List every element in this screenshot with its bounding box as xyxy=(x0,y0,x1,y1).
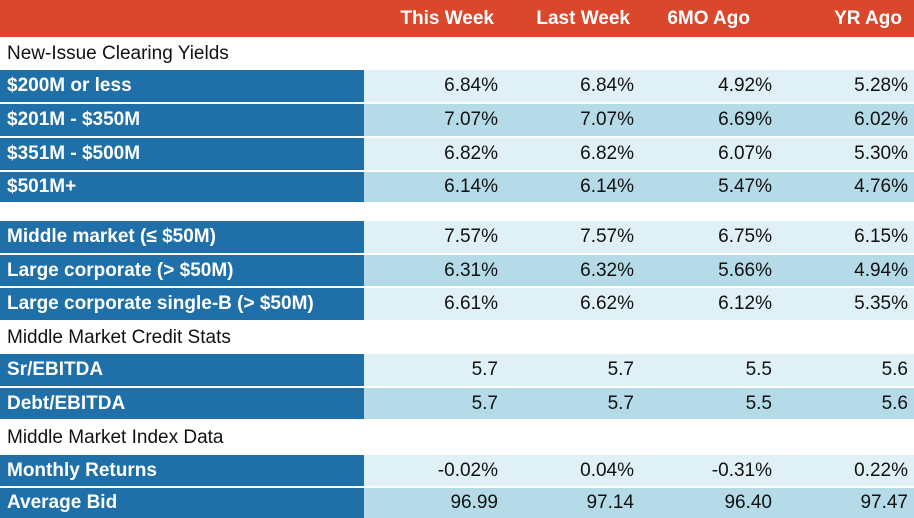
header-6mo-ago: 6MO Ago xyxy=(667,7,750,29)
section-title: Middle Market Credit Stats xyxy=(7,327,231,348)
cell-this-week: 7.07% xyxy=(364,104,504,138)
cell-6mo-ago: 6.75% xyxy=(640,221,778,255)
cell-last-week: 6.62% xyxy=(504,288,640,322)
cell-this-week: 6.61% xyxy=(364,288,504,322)
cell-yr-ago: 4.76% xyxy=(778,172,914,204)
cell-this-week: 7.57% xyxy=(364,221,504,255)
row-label: $501M+ xyxy=(0,172,364,204)
row-label: $351M - $500M xyxy=(0,138,364,172)
table-row: $501M+ 6.14% 6.14% 5.47% 4.76% xyxy=(0,172,914,204)
cell-yr-ago: 0.22% xyxy=(778,455,914,488)
table-row: Average Bid 96.99 97.14 96.40 97.47 xyxy=(0,488,914,518)
cell-6mo-ago: 4.92% xyxy=(640,70,778,104)
cell-yr-ago: 5.28% xyxy=(778,70,914,104)
cell-last-week: 5.7 xyxy=(504,354,640,388)
row-label: Monthly Returns xyxy=(0,455,364,488)
cell-this-week: 5.7 xyxy=(364,388,504,421)
cell-last-week: 6.32% xyxy=(504,255,640,288)
header-this-week: This Week xyxy=(400,7,494,29)
table-row: $351M - $500M 6.82% 6.82% 6.07% 5.30% xyxy=(0,138,914,172)
section-credit-stats: Middle Market Credit Stats xyxy=(0,322,914,354)
cell-this-week: 5.7 xyxy=(364,354,504,388)
cell-last-week: 0.04% xyxy=(504,455,640,488)
row-label: Sr/EBITDA xyxy=(0,354,364,388)
row-label: Average Bid xyxy=(0,488,364,518)
header-row: This Week Last Week 6MO Ago YR Ago xyxy=(0,0,914,37)
header-last-week: Last Week xyxy=(536,7,630,29)
cell-last-week: 5.7 xyxy=(504,388,640,421)
cell-6mo-ago: 5.5 xyxy=(640,354,778,388)
section-spacer xyxy=(0,204,914,221)
table-row: Large corporate single-B (> $50M) 6.61% … xyxy=(0,288,914,322)
cell-yr-ago: 4.94% xyxy=(778,255,914,288)
row-label: Debt/EBITDA xyxy=(0,388,364,421)
cell-6mo-ago: 5.47% xyxy=(640,172,778,204)
cell-this-week: 96.99 xyxy=(364,488,504,518)
cell-yr-ago: 6.02% xyxy=(778,104,914,138)
cell-last-week: 7.57% xyxy=(504,221,640,255)
cell-this-week: 6.84% xyxy=(364,70,504,104)
cell-6mo-ago: 96.40 xyxy=(640,488,778,518)
cell-last-week: 7.07% xyxy=(504,104,640,138)
cell-this-week: 6.14% xyxy=(364,172,504,204)
cell-yr-ago: 5.30% xyxy=(778,138,914,172)
cell-yr-ago: 97.47 xyxy=(778,488,914,518)
cell-yr-ago: 5.35% xyxy=(778,288,914,322)
header-label-cell xyxy=(0,0,364,37)
cell-yr-ago: 6.15% xyxy=(778,221,914,255)
cell-6mo-ago: 5.5 xyxy=(640,388,778,421)
cell-6mo-ago: -0.31% xyxy=(640,455,778,488)
row-label: $201M - $350M xyxy=(0,104,364,138)
cell-this-week: -0.02% xyxy=(364,455,504,488)
section-new-issue: New-Issue Clearing Yields xyxy=(0,37,914,70)
cell-last-week: 6.84% xyxy=(504,70,640,104)
cell-last-week: 6.82% xyxy=(504,138,640,172)
table-row: Monthly Returns -0.02% 0.04% -0.31% 0.22… xyxy=(0,455,914,488)
cell-6mo-ago: 6.69% xyxy=(640,104,778,138)
table-row: $200M or less 6.84% 6.84% 4.92% 5.28% xyxy=(0,70,914,104)
cell-last-week: 6.14% xyxy=(504,172,640,204)
cell-last-week: 97.14 xyxy=(504,488,640,518)
cell-yr-ago: 5.6 xyxy=(778,354,914,388)
table-row: Sr/EBITDA 5.7 5.7 5.5 5.6 xyxy=(0,354,914,388)
table-row: $201M - $350M 7.07% 7.07% 6.69% 6.02% xyxy=(0,104,914,138)
cell-this-week: 6.31% xyxy=(364,255,504,288)
table-row: Large corporate (> $50M) 6.31% 6.32% 5.6… xyxy=(0,255,914,288)
row-label: $200M or less xyxy=(0,70,364,104)
cell-6mo-ago: 6.07% xyxy=(640,138,778,172)
cell-yr-ago: 5.6 xyxy=(778,388,914,421)
table-row: Debt/EBITDA 5.7 5.7 5.5 5.6 xyxy=(0,388,914,421)
row-label: Large corporate single-B (> $50M) xyxy=(0,288,364,322)
cell-this-week: 6.82% xyxy=(364,138,504,172)
cell-6mo-ago: 5.66% xyxy=(640,255,778,288)
section-index-data: Middle Market Index Data xyxy=(0,421,914,455)
row-label: Middle market (≤ $50M) xyxy=(0,221,364,255)
cell-6mo-ago: 6.12% xyxy=(640,288,778,322)
table-row: Middle market (≤ $50M) 7.57% 7.57% 6.75%… xyxy=(0,221,914,255)
section-title: New-Issue Clearing Yields xyxy=(7,42,229,64)
header-yr-ago: YR Ago xyxy=(834,7,902,29)
section-title: Middle Market Index Data xyxy=(7,427,224,448)
row-label: Large corporate (> $50M) xyxy=(0,255,364,288)
